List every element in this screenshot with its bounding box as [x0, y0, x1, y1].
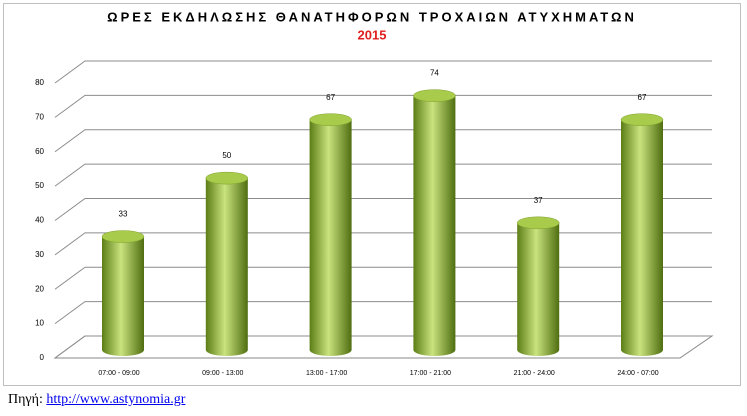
- bar: [309, 119, 352, 356]
- data-label: 74: [430, 69, 439, 78]
- source: Πηγή: http://www.astynomia.gr: [8, 392, 185, 408]
- x-tick-label: 24:00 - 07:00: [617, 370, 658, 377]
- y-tick-label: 10: [35, 319, 44, 328]
- y-tick-label: 70: [35, 112, 44, 121]
- chart-subtitle: 2015: [358, 27, 387, 42]
- data-label: 67: [638, 93, 647, 102]
- grid-line: [54, 301, 712, 325]
- chart-title: ΩΡΕΣ ΕΚΔΗΛΩΣΗΣ ΘΑΝΑΤΗΦΟΡΩΝ ΤΡΟΧΑΙΩΝ ΑΤΥΧ…: [107, 9, 637, 24]
- x-tick-label: 09:00 - 13:00: [202, 370, 243, 377]
- data-label: 67: [326, 93, 335, 102]
- source-label: Πηγή:: [8, 392, 43, 407]
- grid-line: [54, 129, 712, 153]
- x-tick-label: 13:00 - 17:00: [306, 370, 347, 377]
- bar: [102, 236, 144, 356]
- y-tick-label: 30: [35, 250, 44, 259]
- grid-line: [54, 163, 712, 187]
- y-tick-label: 20: [35, 284, 44, 293]
- y-tick-label: 60: [35, 147, 44, 156]
- x-tick-label: 17:00 - 21:00: [410, 370, 451, 377]
- grid-line: [54, 94, 712, 118]
- bar: [205, 178, 248, 356]
- y-tick-label: 0: [40, 353, 45, 362]
- grid-line: [54, 335, 712, 359]
- data-label: 37: [534, 196, 543, 205]
- data-label: 50: [222, 151, 231, 160]
- bar: [413, 95, 456, 356]
- data-label: 33: [119, 210, 128, 219]
- bar: [621, 119, 663, 356]
- grid-line: [54, 232, 712, 256]
- bar-top: [620, 113, 664, 126]
- bar-top: [309, 113, 352, 126]
- source-link[interactable]: http://www.astynomia.gr: [46, 392, 186, 407]
- grid-line: [54, 198, 712, 221]
- bar-top: [413, 89, 456, 102]
- chart: ΩΡΕΣ ΕΚΔΗΛΩΣΗΣ ΘΑΝΑΤΗΦΟΡΩΝ ΤΡΟΧΑΙΩΝ ΑΤΥΧ…: [3, 3, 741, 386]
- grid-line: [54, 60, 712, 84]
- y-tick-label: 80: [35, 78, 44, 87]
- x-tick-label: 07:00 - 09:00: [98, 370, 139, 377]
- bar: [517, 222, 560, 356]
- x-tick-label: 21:00 - 24:00: [514, 370, 555, 377]
- y-tick-label: 50: [35, 181, 44, 190]
- y-tick-label: 40: [35, 216, 44, 225]
- bar-top: [101, 230, 145, 243]
- bar-top: [205, 171, 249, 185]
- bar-top: [516, 216, 560, 230]
- grid-line: [54, 266, 712, 290]
